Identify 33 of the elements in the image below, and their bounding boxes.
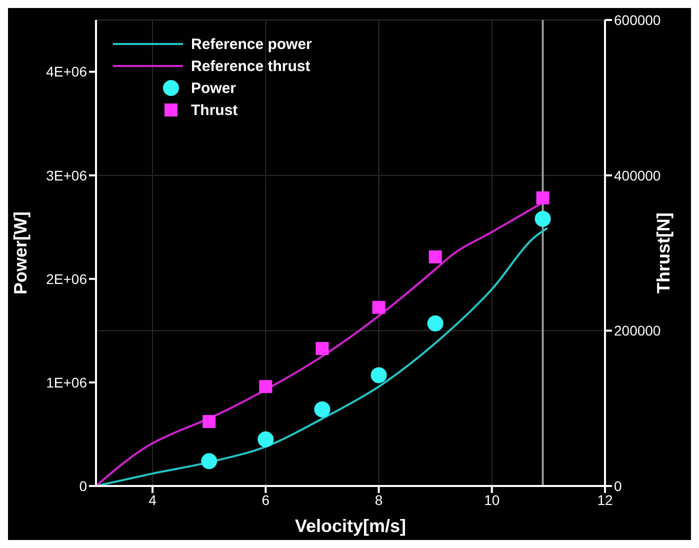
y-tick-label: 2E+06 bbox=[46, 270, 88, 287]
point bbox=[259, 380, 272, 394]
x-tick-label: 6 bbox=[262, 492, 270, 508]
point bbox=[536, 191, 550, 204]
y2-tick-label: 400000 bbox=[614, 167, 661, 184]
y2-axis-title: Thrust[N] bbox=[653, 212, 674, 294]
y-tick-label: 0 bbox=[79, 478, 88, 494]
legend-label: Reference thrust bbox=[191, 58, 310, 74]
point bbox=[201, 453, 218, 470]
point bbox=[202, 415, 216, 428]
x-tick-label: 8 bbox=[374, 492, 383, 508]
point bbox=[534, 210, 551, 227]
legend-label: Reference power bbox=[191, 36, 312, 52]
point bbox=[314, 401, 330, 418]
x-tick-label: 4 bbox=[148, 492, 157, 508]
y2-tick-label: 200000 bbox=[614, 322, 661, 339]
y-axis-title: Power[W] bbox=[10, 212, 30, 294]
legend-label: Power bbox=[191, 80, 236, 96]
point bbox=[428, 250, 442, 264]
point bbox=[370, 367, 387, 384]
x-tick-label: 12 bbox=[597, 492, 613, 508]
y2-tick-label: 0 bbox=[614, 478, 622, 494]
y-tick-label: 1E+06 bbox=[46, 374, 88, 390]
x-tick-label: 10 bbox=[484, 492, 500, 508]
y-tick-label: 3E+06 bbox=[46, 167, 88, 184]
point bbox=[427, 315, 444, 332]
point bbox=[372, 300, 386, 314]
x-axis-title: Velocity[m/s] bbox=[294, 516, 406, 536]
legend-label: Thrust bbox=[191, 102, 238, 118]
point bbox=[258, 431, 274, 448]
y2-tick-label: 600000 bbox=[614, 12, 661, 28]
point bbox=[316, 342, 329, 356]
y-tick-label: 4E+06 bbox=[46, 64, 88, 80]
